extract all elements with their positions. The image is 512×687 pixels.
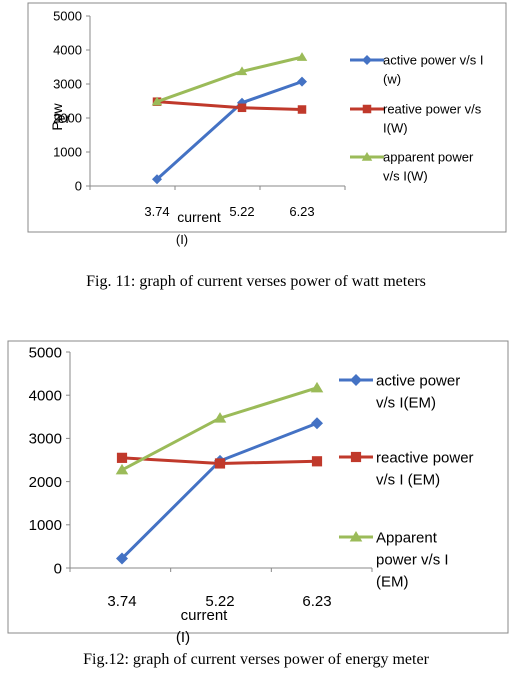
legend-label: apparent power [383,150,474,165]
x-tick-label: 3.74 [107,593,136,610]
y-tick-label: 1000 [29,517,62,534]
chart-frame [27,2,507,233]
legend-label: (EM) [376,573,409,590]
data-point [151,96,163,106]
legend-label: v/s I (EM) [376,471,440,488]
x-tick-label: 6.23 [289,204,314,219]
data-point [115,463,129,475]
data-point [116,552,128,565]
x-tick-label: 5.22 [229,204,254,219]
y-tick-label: 5000 [53,9,82,24]
figure-caption-11: Fig. 11: graph of current verses power o… [86,273,426,290]
legend-label: power v/s I [376,551,449,568]
y-axis-title-overlap: er [58,110,71,126]
data-point [236,66,248,76]
y-axis-title: Pow [49,102,65,130]
x-tick-label: 3.74 [144,204,169,219]
y-tick-label: 2000 [53,111,82,126]
data-point [116,452,128,463]
y-tick-label: 0 [54,560,62,577]
y-tick-label: 5000 [29,344,62,361]
data-point [297,105,307,114]
legend-swatch-marker [350,374,362,386]
chart-watt-meters: 0 1000 2000 3000 4000 5000 3.74 5.22 6.23 active … [27,2,507,247]
data-point [311,456,323,467]
figure-caption-12: Fig.12: graph of current verses power of… [83,651,429,668]
legend-label: (w) [383,72,401,87]
y-tick-label: 3000 [53,77,82,92]
data-point [152,174,162,185]
chart-frame [7,340,509,634]
legend-label: reative power v/s [383,102,482,117]
x-tick-label: 6.23 [302,593,331,610]
y-tick-label: 3000 [29,431,62,448]
legend-swatch-marker [361,152,373,161]
series-line [156,100,303,111]
y-tick-label: 2000 [29,474,62,491]
legend-label: I(W) [383,121,408,136]
legend-label: v/s I(W) [383,169,428,184]
data-point [296,52,308,61]
x-tick-label: 5.22 [205,593,234,610]
legend-swatch-marker [362,55,372,65]
x-axis-title: current [177,209,221,225]
data-point [213,412,227,423]
legend-label: active power v/s I [383,53,483,68]
y-tick-label: 0 [75,179,82,194]
data-point [311,417,323,430]
legend-swatch-marker [362,104,372,114]
y-tick-label: 1000 [53,145,82,160]
series-line [120,421,318,560]
y-tick-label: 4000 [53,43,82,58]
data-point [310,381,324,393]
x-axis-title: current [181,607,229,624]
x-axis-title-line2: (I) [176,232,188,247]
legend-swatch-marker [350,451,362,463]
y-tick-label: 4000 [29,387,62,404]
legend-label: active power [376,372,460,389]
x-axis-title-line2: (I) [176,629,190,646]
data-point [297,76,307,87]
legend-swatch-marker [349,531,363,542]
series-line [156,55,303,104]
series-line [155,80,303,181]
legend-label: Apparent [376,529,438,546]
legend-label: v/s I(EM) [376,394,436,411]
data-point [214,458,226,469]
legend-label: reactive power [376,449,474,466]
chart-energy-meter: 0 1000 2000 3000 4000 5000 3.74 5.22 6.23 active … [7,340,509,646]
data-point [237,103,247,113]
